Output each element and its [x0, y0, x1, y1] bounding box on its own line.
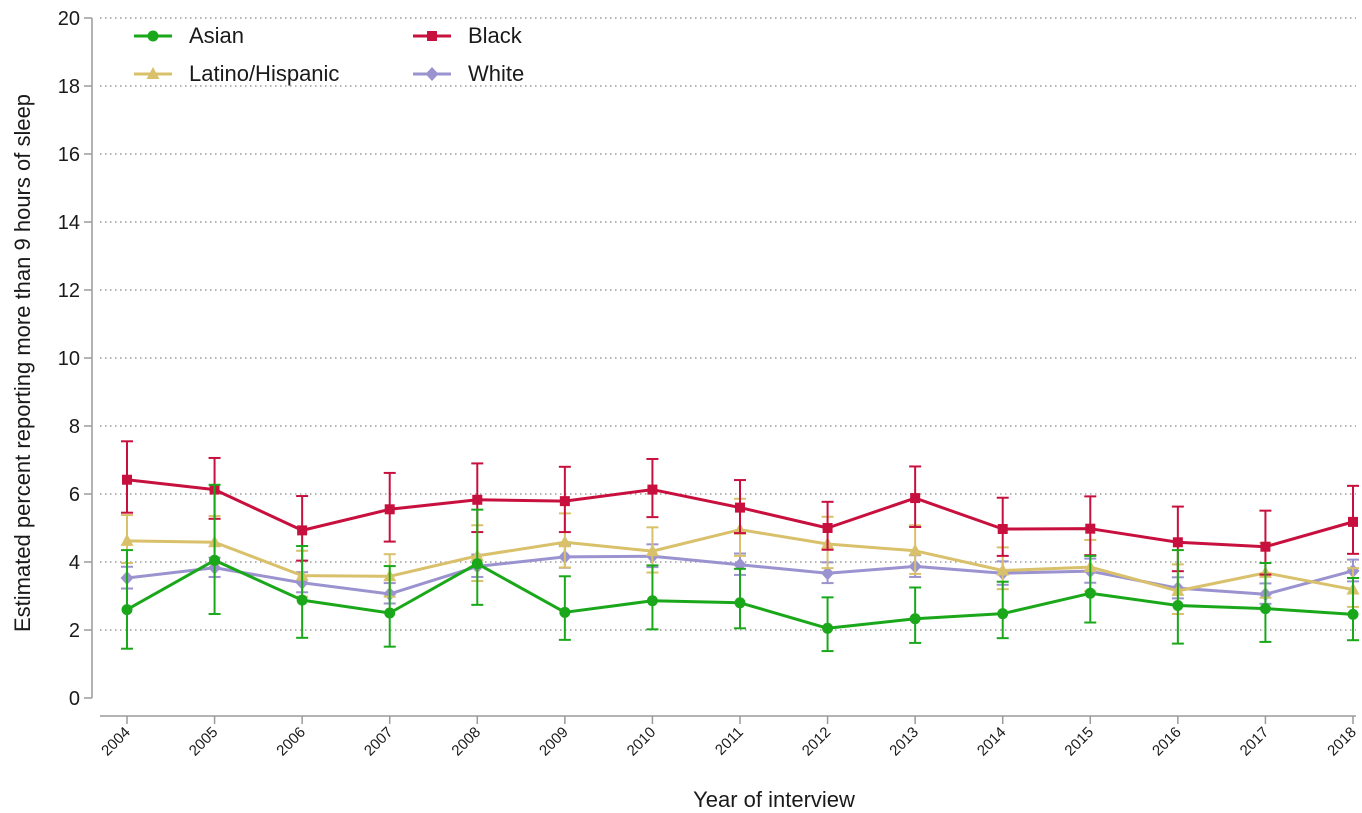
- data-point: [384, 607, 396, 619]
- data-point: [822, 523, 833, 533]
- data-point: [559, 606, 571, 618]
- data-point: [996, 563, 1010, 576]
- y-tick-label: 18: [58, 76, 80, 98]
- data-point: [734, 597, 746, 609]
- legend-marker: [427, 31, 437, 41]
- x-tick-label: 2004: [98, 724, 134, 760]
- data-series: [120, 440, 1360, 653]
- data-point: [646, 595, 658, 607]
- data-point: [1084, 587, 1096, 599]
- data-point: [822, 622, 834, 634]
- data-point: [1259, 603, 1271, 615]
- data-point: [909, 613, 921, 625]
- legend-item: Asian: [134, 23, 244, 48]
- data-point: [121, 604, 133, 616]
- x-tick-label: 2014: [974, 724, 1010, 760]
- series-asian: [121, 483, 1359, 653]
- data-point: [997, 524, 1008, 535]
- data-point: [120, 533, 134, 546]
- x-tick-label: 2015: [1061, 724, 1097, 760]
- gridlines: [100, 17, 1356, 631]
- y-tick-label: 8: [69, 416, 80, 438]
- data-point: [1347, 608, 1359, 620]
- legend-item: White: [413, 61, 524, 86]
- y-tick-label: 20: [58, 8, 80, 30]
- data-point: [296, 594, 308, 606]
- data-point: [1172, 600, 1184, 612]
- legend: Asian Black Latino/Hispanic White: [134, 23, 524, 86]
- x-tick-label: 2016: [1149, 724, 1185, 760]
- data-point: [471, 558, 483, 570]
- data-point: [559, 496, 570, 507]
- y-tick-label: 6: [69, 484, 80, 506]
- data-point: [1085, 523, 1096, 534]
- y-tick-label: 2: [69, 620, 80, 642]
- data-point: [472, 494, 483, 505]
- data-point: [1172, 537, 1183, 548]
- x-tick-label: 2007: [361, 724, 397, 760]
- x-axis-title: Year of interview: [693, 787, 855, 812]
- data-point: [908, 543, 922, 556]
- x-tick-label: 2010: [624, 724, 660, 760]
- data-point: [1260, 541, 1271, 552]
- legend-marker: [425, 67, 439, 81]
- y-tick-label: 10: [58, 348, 80, 370]
- data-point: [384, 504, 395, 515]
- y-tick-label: 14: [58, 212, 80, 234]
- y-tick-label: 16: [58, 144, 80, 166]
- data-point: [645, 544, 659, 557]
- x-tick-label: 2018: [1324, 724, 1360, 760]
- data-point: [735, 502, 745, 513]
- x-tick-label: 2008: [448, 724, 484, 760]
- y-tick-label: 0: [69, 688, 80, 710]
- data-point: [209, 554, 221, 566]
- legend-marker: [146, 67, 160, 79]
- legend-item: Black: [413, 23, 523, 48]
- data-point: [647, 484, 658, 495]
- legend-label: White: [468, 61, 524, 86]
- data-point: [558, 535, 572, 548]
- x-tick-label: 2006: [273, 724, 309, 760]
- legend-item: Latino/Hispanic: [134, 61, 339, 86]
- x-tick-label: 2011: [712, 724, 747, 759]
- x-tick-label: 2017: [1237, 724, 1273, 760]
- x-tick-label: 2005: [186, 724, 222, 760]
- legend-label: Black: [468, 23, 523, 48]
- data-point: [821, 566, 835, 581]
- x-tick-label: 2012: [799, 724, 835, 760]
- y-axis-title: Estimated percent reporting more than 9 …: [10, 94, 35, 632]
- x-tick-label: 2009: [536, 724, 572, 760]
- data-point: [297, 525, 308, 536]
- data-point: [122, 474, 132, 485]
- axes: 0 2 4 6 8 10 12 14 16 18 20 2004 2005 2006 2007 2008 200…: [58, 8, 1360, 759]
- data-point: [1348, 516, 1358, 527]
- legend-label: Asian: [189, 23, 244, 48]
- y-tick-label: 12: [58, 280, 80, 302]
- legend-marker: [147, 30, 159, 42]
- x-tick-label: 2013: [886, 724, 922, 760]
- data-point: [910, 493, 921, 504]
- legend-label: Latino/Hispanic: [189, 61, 339, 86]
- data-point: [997, 608, 1009, 620]
- y-tick-label: 4: [69, 552, 80, 574]
